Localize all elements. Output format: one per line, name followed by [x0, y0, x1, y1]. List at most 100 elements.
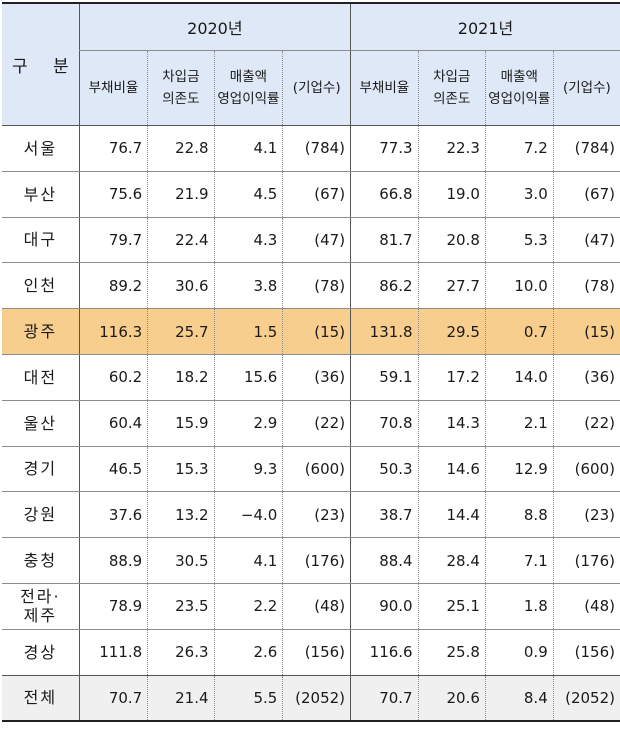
value-cell: 81.7: [350, 217, 419, 264]
value-cell: 26.3: [147, 629, 215, 676]
value-cell: 50.3: [350, 446, 419, 493]
value-cell: 12.9: [484, 446, 554, 493]
value-cell: 27.7: [417, 262, 486, 310]
table-row: 인천 89.2 30.6 3.8 (78) 86.2 27.7 10.0 (78): [2, 262, 620, 310]
value-cell: 88.9: [78, 537, 148, 584]
col-header-borrowing-2020: 차입금 의존도: [147, 50, 215, 126]
region-label: 서울: [2, 125, 80, 172]
value-cell: 90.0: [350, 583, 419, 630]
value-cell: 70.8: [350, 400, 419, 447]
value-cell: 15.3: [147, 446, 215, 493]
table-body: 서울 76.7 22.8 4.1 (784) 77.3 22.3 7.2 (784) 부산 75.6…: [2, 125, 620, 722]
value-cell: 2.6: [213, 629, 283, 676]
value-cell: 20.8: [417, 217, 486, 264]
region-label: 충청: [2, 537, 80, 584]
value-cell: (36): [282, 354, 351, 401]
table-row: 대구 79.7 22.4 4.3 (47) 81.7 20.8 5.3 (47): [2, 217, 620, 264]
financial-ratio-table: 구 분 2020년 2021년 부채비율 차입금 의존도 매출액 영업이익률 (기업…: [2, 2, 620, 723]
value-cell: 0.7: [484, 308, 554, 355]
value-cell: (15): [552, 308, 620, 355]
col-header-debt-ratio-2021: 부채비율: [350, 50, 419, 126]
value-cell: 5.3: [484, 217, 554, 264]
value-cell: 111.8: [78, 629, 148, 676]
region-label: 울산: [2, 400, 80, 447]
region-label: 대전: [2, 354, 80, 401]
value-cell: 2.2: [213, 583, 283, 630]
value-cell: 15.6: [213, 354, 283, 401]
value-cell: (2052): [552, 675, 620, 722]
value-cell: 25.1: [417, 583, 486, 630]
value-cell: 116.3: [78, 308, 148, 355]
value-cell: 1.5: [213, 308, 283, 355]
value-cell: (47): [552, 217, 620, 264]
value-cell: 8.8: [484, 491, 554, 539]
region-label: 전라· 제주: [2, 583, 80, 630]
value-cell: 30.5: [147, 537, 215, 584]
value-cell: (78): [552, 262, 620, 310]
value-cell: 2.9: [213, 400, 283, 447]
value-cell: 14.4: [417, 491, 486, 539]
value-cell: 20.6: [417, 675, 486, 722]
value-cell: 79.7: [78, 217, 148, 264]
value-cell: (67): [282, 171, 351, 218]
value-cell: −4.0: [213, 491, 283, 539]
region-label: 인천: [2, 262, 80, 310]
region-label: 부산: [2, 171, 80, 218]
column-header-row: 부채비율 차입금 의존도 매출액 영업이익률 (기업수) 부채비율 차입금 의존도 매…: [2, 50, 620, 126]
value-cell: 22.4: [147, 217, 215, 264]
value-cell: 77.3: [350, 125, 419, 172]
value-cell: 116.6: [350, 629, 419, 676]
value-cell: 70.7: [78, 675, 148, 722]
value-cell: (156): [282, 629, 351, 676]
value-cell: 75.6: [78, 171, 148, 218]
value-cell: 14.0: [484, 354, 554, 401]
value-cell: 4.1: [213, 125, 283, 172]
value-cell: 30.6: [147, 262, 215, 310]
value-cell: 23.5: [147, 583, 215, 630]
value-cell: 76.7: [78, 125, 148, 172]
col-header-count-2021: (기업수): [552, 50, 620, 126]
table-row: 광주 116.3 25.7 1.5 (15) 131.8 29.5 0.7 (15): [2, 308, 620, 355]
region-label: 경기: [2, 446, 80, 493]
value-cell: 1.8: [484, 583, 554, 630]
value-cell: 25.8: [417, 629, 486, 676]
value-cell: (23): [282, 491, 351, 539]
value-cell: 2.1: [484, 400, 554, 447]
value-cell: (600): [552, 446, 620, 493]
value-cell: 78.9: [78, 583, 148, 630]
value-cell: (48): [552, 583, 620, 630]
value-cell: 7.2: [484, 125, 554, 172]
table-row: 울산 60.4 15.9 2.9 (22) 70.8 14.3 2.1 (22): [2, 400, 620, 447]
value-cell: 86.2: [350, 262, 419, 310]
value-cell: 88.4: [350, 537, 419, 584]
table-row: 서울 76.7 22.8 4.1 (784) 77.3 22.3 7.2 (784): [2, 125, 620, 172]
value-cell: (15): [282, 308, 351, 355]
value-cell: 4.5: [213, 171, 283, 218]
value-cell: 18.2: [147, 354, 215, 401]
value-cell: (156): [552, 629, 620, 676]
region-label: 광주: [2, 308, 80, 355]
value-cell: (67): [552, 171, 620, 218]
value-cell: 60.4: [78, 400, 148, 447]
value-cell: 22.3: [417, 125, 486, 172]
col-header-count-2020: (기업수): [282, 50, 351, 126]
col-header-margin-2020: 매출액 영업이익률: [213, 50, 283, 126]
col-header-borrowing-2021: 차입금 의존도: [417, 50, 486, 126]
value-cell: 4.1: [213, 537, 283, 584]
value-cell: 89.2: [78, 262, 148, 310]
table-row: 부산 75.6 21.9 4.5 (67) 66.8 19.0 3.0 (67): [2, 171, 620, 218]
value-cell: 66.8: [350, 171, 419, 218]
value-cell: (176): [282, 537, 351, 584]
value-cell: (78): [282, 262, 351, 310]
value-cell: 3.0: [484, 171, 554, 218]
col-header-margin-2021: 매출액 영업이익률: [484, 50, 554, 126]
region-label: 강원: [2, 491, 80, 539]
year-2020-header: 2020년: [78, 3, 351, 51]
value-cell: 60.2: [78, 354, 148, 401]
value-cell: 21.9: [147, 171, 215, 218]
value-cell: 7.1: [484, 537, 554, 584]
value-cell: (600): [282, 446, 351, 493]
value-cell: (2052): [282, 675, 351, 722]
value-cell: 37.6: [78, 491, 148, 539]
